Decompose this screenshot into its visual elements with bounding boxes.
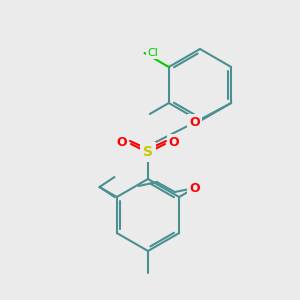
Text: O: O [117,136,127,149]
Text: O: O [189,116,200,129]
Text: S: S [143,145,153,159]
Text: Cl: Cl [148,48,158,58]
Text: O: O [169,136,179,149]
Text: O: O [190,182,200,194]
